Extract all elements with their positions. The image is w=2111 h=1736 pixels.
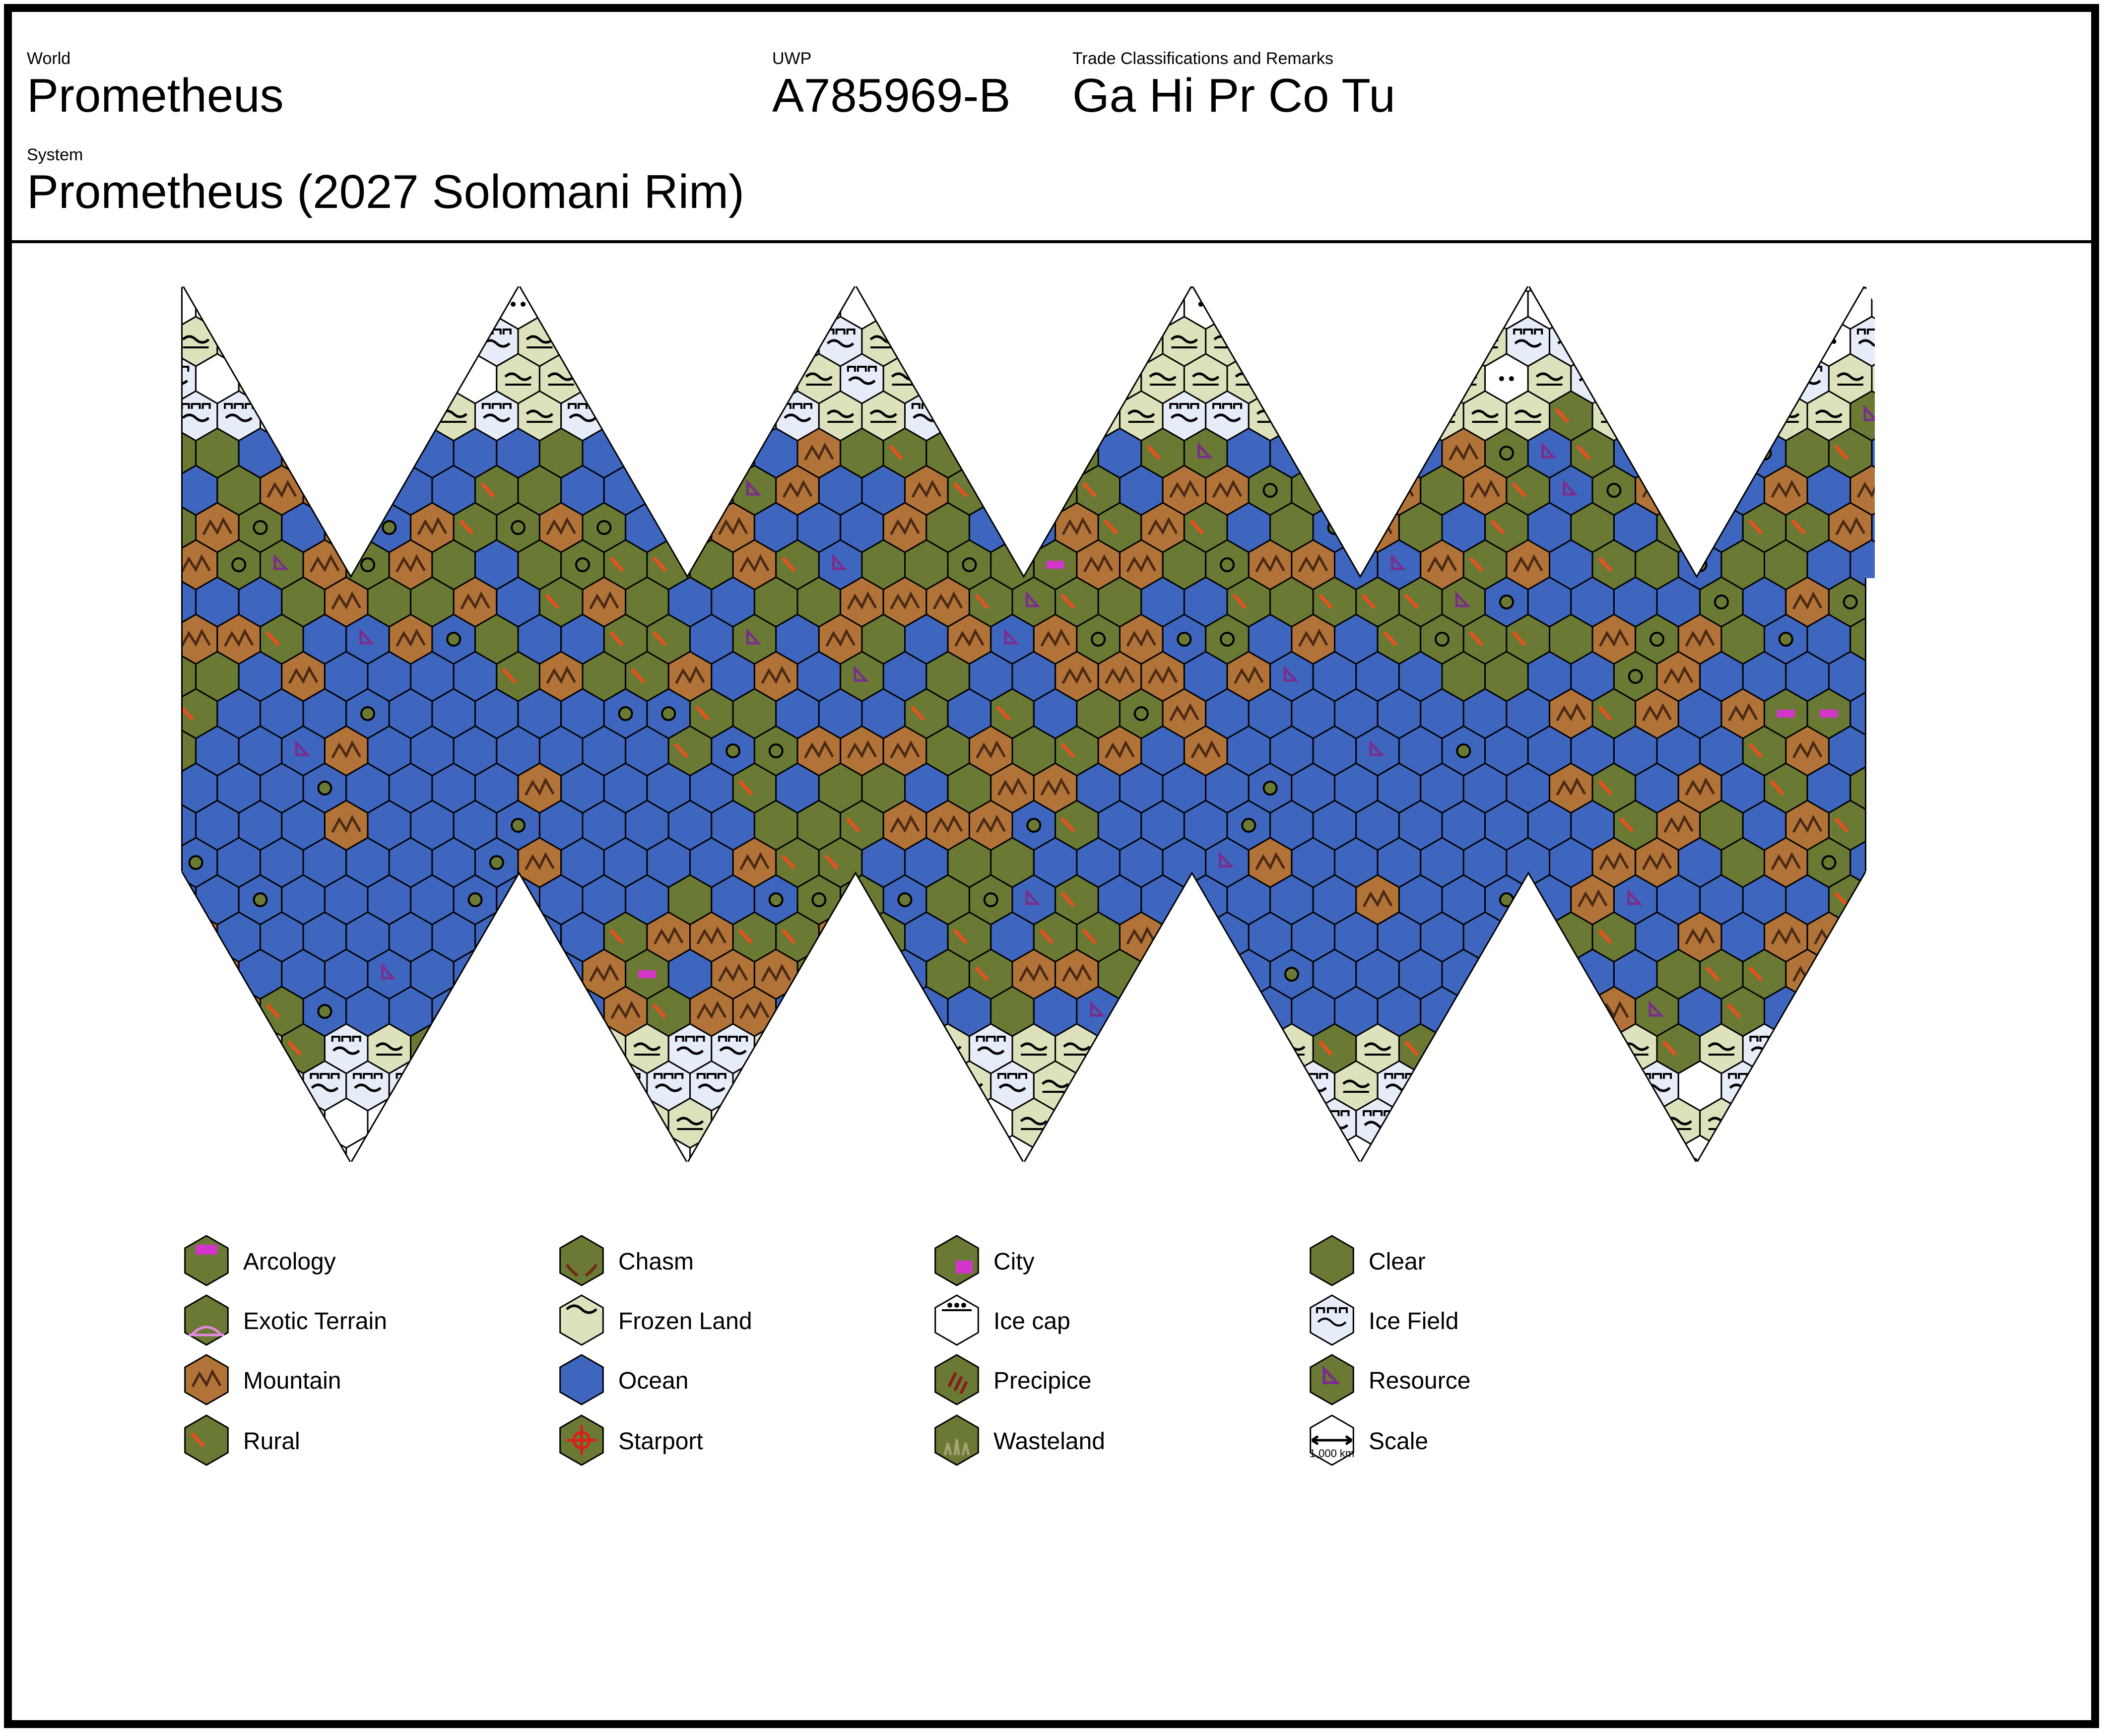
terrain-hex xyxy=(882,800,927,851)
uwp-label: UWP xyxy=(772,49,812,68)
legend-label: Arcology xyxy=(243,1249,336,1275)
terrain-hex xyxy=(216,539,262,591)
system-name: Prometheus (2027 Solomani Rim) xyxy=(27,165,744,218)
terrain-hex xyxy=(1871,427,1875,479)
arcology-icon xyxy=(184,1235,229,1286)
legend-label: Ice cap xyxy=(993,1308,1070,1335)
legend-entry: Ice Field xyxy=(1310,1294,1458,1346)
terrain-hex xyxy=(711,948,755,1000)
legend-entry: Wasteland xyxy=(934,1414,1105,1466)
precipice-icon xyxy=(934,1354,979,1405)
terrain-hex xyxy=(1871,353,1875,404)
world-name: Prometheus xyxy=(27,69,284,122)
terrain-hex xyxy=(1055,874,1099,926)
terrain-hex xyxy=(1355,576,1400,628)
legend-entry: Ice cap xyxy=(934,1294,1070,1346)
trade-codes: Ga Hi Pr Co Tu xyxy=(1072,69,1395,122)
starport-icon xyxy=(559,1414,604,1466)
terrain-hex xyxy=(302,986,347,1037)
terrain-hex xyxy=(1441,427,1486,479)
ice-cap-icon xyxy=(934,1294,979,1346)
legend-entry: Arcology xyxy=(184,1235,336,1286)
legend-entry: Frozen Land xyxy=(559,1294,752,1346)
legend-label: City xyxy=(993,1249,1035,1275)
terrain-hex xyxy=(753,725,798,777)
terrain-hex xyxy=(367,1023,412,1074)
legend-label: Frozen Land xyxy=(618,1308,752,1335)
legend-label: Clear xyxy=(1369,1249,1426,1275)
frozen-land-icon xyxy=(559,1294,604,1346)
legend-entry: City xyxy=(934,1235,1035,1286)
legend-label: Exotic Terrain xyxy=(243,1308,387,1335)
legend-label: Wasteland xyxy=(993,1428,1105,1455)
legend-label: Resource xyxy=(1369,1368,1470,1394)
legend-entry: Exotic Terrain xyxy=(184,1294,387,1346)
legend-entry: 1,000 km Scale xyxy=(1310,1414,1428,1466)
terrain-hex xyxy=(259,465,304,516)
world-field: World Prometheus xyxy=(27,49,284,123)
legend-label: Mountain xyxy=(243,1368,341,1394)
scale-label: 1,000 km xyxy=(1310,1447,1355,1460)
legend-label: Starport xyxy=(618,1428,703,1455)
legend-entry: Chasm xyxy=(559,1235,694,1286)
trade-label: Trade Classifications and Remarks xyxy=(1072,49,1333,68)
terrain-hex xyxy=(1055,725,1099,777)
legend-entry: Precipice xyxy=(934,1354,1091,1405)
legend-entry: Mountain xyxy=(184,1354,341,1405)
exotic-terrain-icon xyxy=(184,1294,229,1346)
legend-entry: Rural xyxy=(184,1414,300,1466)
legend-entry: Starport xyxy=(559,1414,703,1466)
terrain-hex xyxy=(324,576,369,628)
trade-field: Trade Classifications and Remarks Ga Hi … xyxy=(1072,49,1395,123)
terrain-hex xyxy=(861,390,906,442)
wasteland-icon xyxy=(934,1414,979,1466)
legend-label: Ocean xyxy=(618,1368,688,1394)
system-label: System xyxy=(27,145,83,164)
chasm-icon xyxy=(559,1235,604,1286)
terrain-hex xyxy=(711,725,755,777)
terrain-hex xyxy=(1269,948,1314,1000)
legend-label: Rural xyxy=(243,1428,300,1455)
scale-icon: 1,000 km xyxy=(1310,1414,1355,1466)
ocean-icon xyxy=(559,1354,604,1405)
terrain-hex xyxy=(496,502,540,553)
resource-icon xyxy=(1310,1354,1354,1405)
legend-label: Ice Field xyxy=(1369,1308,1458,1335)
legend-label: Scale xyxy=(1369,1428,1428,1455)
uwp-value: A785969-B xyxy=(772,69,1011,122)
legend-entry: Resource xyxy=(1310,1354,1470,1405)
legend-entry: Clear xyxy=(1310,1235,1426,1286)
terrain-hex xyxy=(603,688,648,739)
clear-icon xyxy=(1310,1235,1354,1286)
system-field: System Prometheus (2027 Solomani Rim) xyxy=(27,145,744,219)
terrain-hex xyxy=(1849,316,1875,367)
world-label: World xyxy=(27,49,71,68)
mountain-icon xyxy=(184,1354,229,1405)
city-icon xyxy=(934,1235,979,1286)
legend-entry: Ocean xyxy=(559,1354,688,1405)
legend-label: Chasm xyxy=(618,1249,694,1275)
ice-field-icon xyxy=(1310,1294,1354,1346)
terrain-hex xyxy=(689,911,734,963)
uwp-field: UWP A785969-B xyxy=(772,49,1010,123)
terrain-hex xyxy=(453,874,498,926)
legend-label: Precipice xyxy=(993,1368,1091,1394)
world-header: World Prometheus UWP A785969-B Trade Cla… xyxy=(12,12,2091,243)
terrain-hex xyxy=(1871,502,1875,553)
rural-icon xyxy=(184,1414,229,1466)
